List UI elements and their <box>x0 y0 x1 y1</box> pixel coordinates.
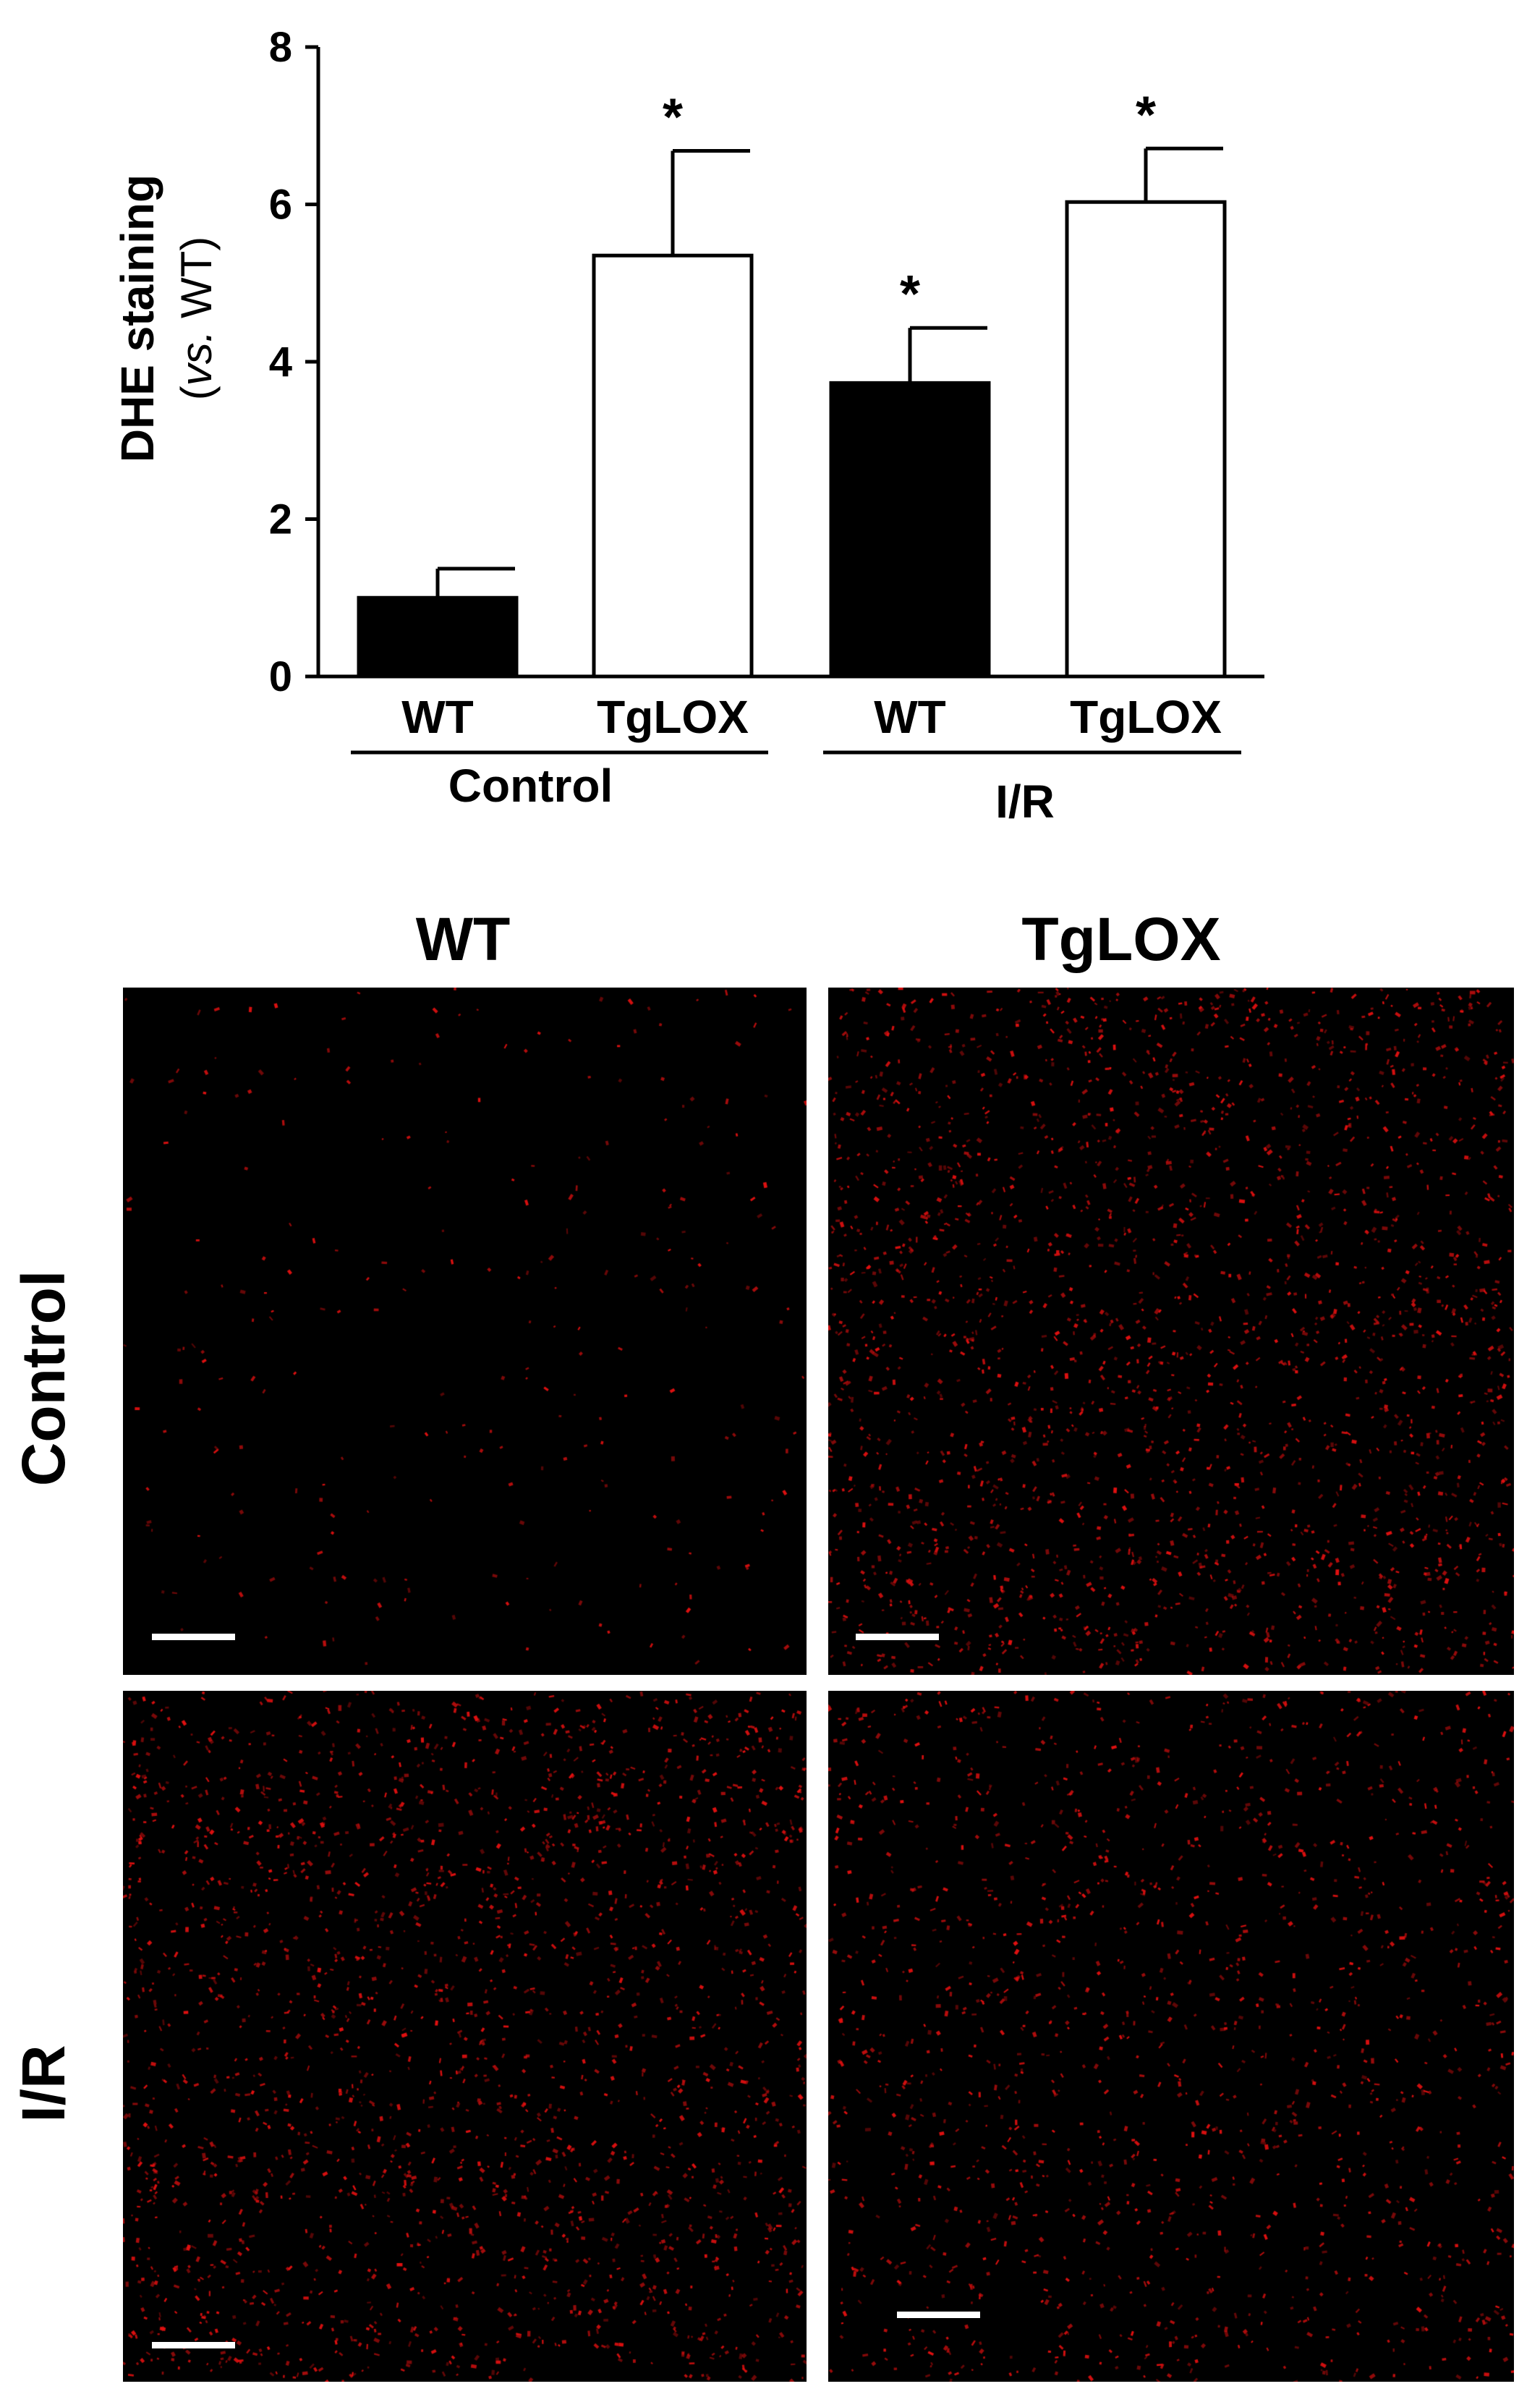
row-label-ir: I/R <box>9 2045 77 2123</box>
bar <box>592 253 754 679</box>
x-tick-label: WT <box>874 691 946 743</box>
micrograph-control-tglox <box>828 988 1514 1675</box>
scale-bar <box>152 1634 235 1640</box>
micrograph-control-wt <box>123 988 807 1675</box>
group-label: I/R <box>995 776 1055 828</box>
micrograph-image <box>123 988 807 1675</box>
y-axis-sublabel: (vs. WT) <box>172 237 221 401</box>
scale-bar <box>152 2342 235 2348</box>
y-tick-label: 0 <box>269 653 292 700</box>
x-tick-label: TgLOX <box>597 691 749 743</box>
y-axis-sublabel-paren: ( <box>172 386 221 400</box>
scale-bar <box>897 2312 980 2318</box>
y-axis-sublabel-italic: vs. <box>172 331 221 386</box>
x-tick-label: WT <box>401 691 474 743</box>
y-tick-label: 4 <box>269 339 292 386</box>
significance-marker: * <box>663 89 683 147</box>
y-axis-label: DHE staining <box>111 174 163 462</box>
row-label-control: Control <box>9 1270 77 1487</box>
group-label: Control <box>448 760 613 812</box>
y-tick-label: 2 <box>269 496 292 543</box>
significance-marker: * <box>900 266 920 323</box>
x-tick-label: TgLOX <box>1070 691 1222 743</box>
scale-bar <box>856 1634 939 1640</box>
micrograph-image <box>828 1691 1514 2382</box>
y-axis-sublabel-rest: WT) <box>172 237 221 331</box>
bar <box>829 381 991 679</box>
micrograph-image <box>123 1691 807 2382</box>
column-title-tglox: TgLOX <box>1021 905 1221 973</box>
micrograph-image <box>828 988 1514 1675</box>
micrograph-ir-wt <box>123 1691 807 2382</box>
significance-marker: * <box>1136 86 1156 144</box>
micrograph-ir-tglox <box>828 1691 1514 2382</box>
bar <box>357 595 519 679</box>
bar <box>1065 200 1227 679</box>
y-tick-label: 8 <box>269 24 292 71</box>
y-tick-label: 6 <box>269 182 292 229</box>
chart-bars <box>357 146 1227 679</box>
column-title-wt: WT <box>415 905 511 973</box>
